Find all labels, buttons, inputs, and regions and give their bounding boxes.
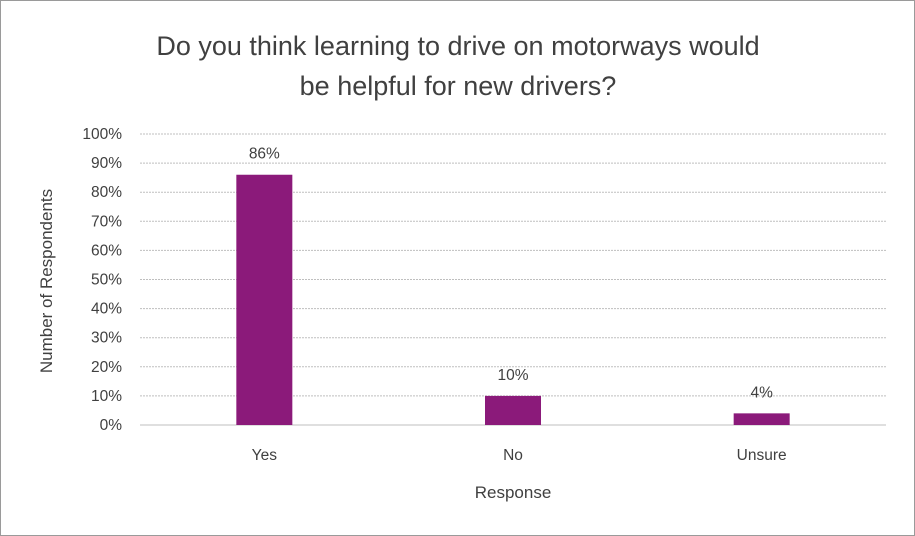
x-axis-ticks: Yes No Unsure xyxy=(252,447,787,464)
bar-unsure xyxy=(733,413,790,425)
y-axis-ticks: 0% 10% 20% 30% 40% 50% 60% 70% 80% 90% 100% xyxy=(82,126,122,434)
y-tick-label: 100% xyxy=(82,126,122,143)
y-axis-title: Number of Respondents xyxy=(37,189,56,373)
y-tick-label: 40% xyxy=(91,301,122,318)
chart-title-line-1: Do you think learning to drive on motorw… xyxy=(156,31,759,61)
y-tick-label: 90% xyxy=(91,155,122,172)
y-tick-label: 50% xyxy=(91,272,122,289)
chart-title-line-2: be helpful for new drivers? xyxy=(300,71,617,101)
y-tick-label: 80% xyxy=(91,184,122,201)
x-axis-title: Response xyxy=(475,483,552,502)
x-tick-label: Yes xyxy=(252,447,278,464)
bar-no xyxy=(485,395,541,425)
y-tick-label: 0% xyxy=(100,417,123,434)
y-tick-label: 60% xyxy=(91,242,122,259)
bars xyxy=(236,174,790,425)
y-tick-label: 10% xyxy=(91,388,122,405)
y-tick-label: 70% xyxy=(91,213,122,230)
y-tick-label: 20% xyxy=(91,359,122,376)
data-label-unsure: 4% xyxy=(750,384,773,401)
data-label-no: 10% xyxy=(497,367,528,384)
y-tick-label: 30% xyxy=(91,330,122,347)
x-tick-label: No xyxy=(503,447,523,464)
bar-yes xyxy=(236,174,293,425)
x-tick-label: Unsure xyxy=(737,447,787,464)
data-labels: 86% 10% 4% xyxy=(249,146,773,402)
data-label-yes: 86% xyxy=(249,146,280,163)
